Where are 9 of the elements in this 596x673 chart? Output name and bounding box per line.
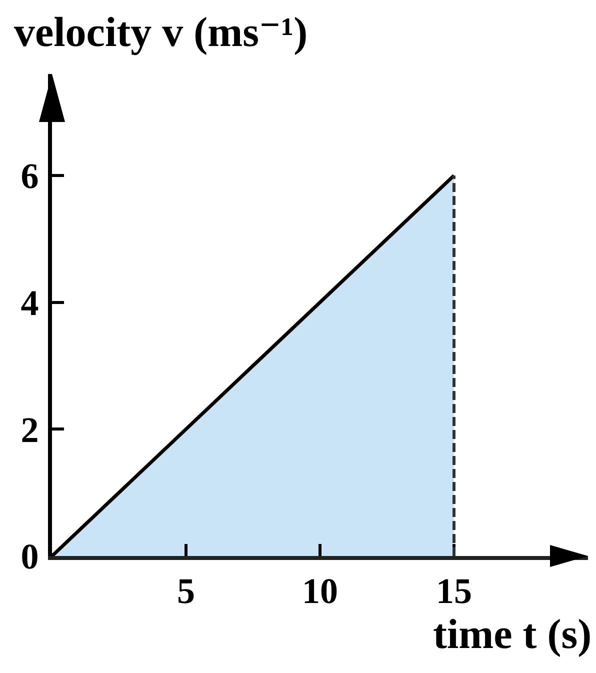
x-tick-label: 5: [177, 571, 195, 612]
y-tick-label: 4: [20, 282, 39, 323]
y-tick-label: 0: [20, 536, 39, 577]
x-tick-label: 15: [436, 571, 472, 612]
x-tick-label: 10: [302, 571, 338, 612]
x-axis-title: time t (s): [433, 612, 592, 658]
y-axis-title: velocity v (ms⁻¹): [14, 10, 308, 56]
y-tick-label: 2: [20, 410, 39, 450]
y-tick-label: 6: [20, 156, 39, 196]
